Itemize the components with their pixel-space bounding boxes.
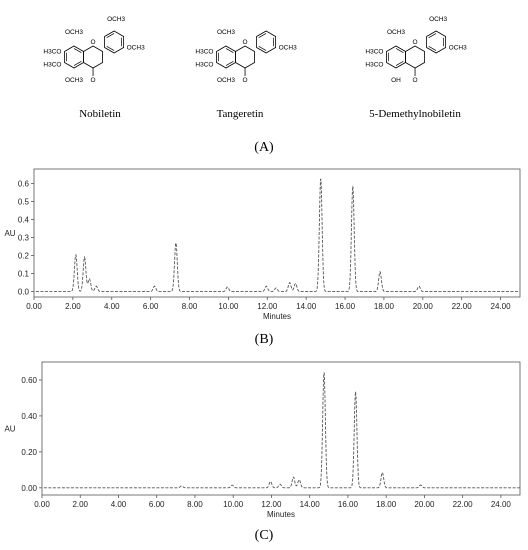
- ring-oxygen-label: O: [91, 39, 96, 46]
- y-tick-label: 0.0: [18, 288, 30, 297]
- x-tick-label: 2.00: [72, 500, 88, 509]
- structure-diagram-1: O O OCH3 H3CO H3CO OCH3 OCH3: [195, 29, 297, 84]
- y-axis-label: AU: [4, 425, 15, 434]
- x-tick-label: 16.00: [335, 302, 356, 311]
- x-tick-label: 18.00: [376, 500, 397, 509]
- substituent-top: OCH3: [387, 29, 405, 36]
- x-tick-label: 14.00: [300, 500, 321, 509]
- chromatogram-trace: [43, 372, 520, 489]
- x-tick-label: 6.00: [143, 302, 159, 311]
- x-tick-label: 10.00: [223, 500, 244, 509]
- substituent-right: OCH3: [449, 45, 467, 52]
- x-tick-label: 18.00: [374, 302, 395, 311]
- y-tick-label: 0.5: [18, 197, 30, 206]
- substituent-right: OCH3: [127, 45, 145, 52]
- y-tick-label: 0.4: [18, 215, 30, 224]
- plot-frame: [41, 361, 521, 496]
- x-tick-label: 20.00: [414, 500, 435, 509]
- x-tick-label: 0.00: [34, 500, 50, 509]
- x-tick-label: 0.00: [26, 302, 42, 311]
- x-axis-label: Minutes: [267, 510, 295, 519]
- substituent-top: OCH3: [65, 29, 83, 36]
- substituent-left-lower: H3CO: [365, 62, 383, 69]
- panel-label-c: (C): [254, 528, 274, 543]
- y-tick-label: 0.3: [18, 234, 30, 243]
- x-tick-label: 20.00: [413, 302, 434, 311]
- x-tick-label: 8.00: [187, 500, 203, 509]
- substituent-bottom: OCH3: [217, 77, 235, 84]
- x-tick-label: 12.00: [261, 500, 282, 509]
- structure-name-demethylnobiletin: 5-Demethylnobiletin: [369, 108, 461, 120]
- x-tick-label: 16.00: [338, 500, 359, 509]
- x-tick-label: 24.00: [491, 302, 512, 311]
- substituent-ring-b-top: OCH3: [429, 16, 447, 23]
- substituent-right: OCH3: [279, 45, 297, 52]
- x-tick-label: 6.00: [149, 500, 165, 509]
- substituent-bottom: OCH3: [65, 77, 83, 84]
- substituent-left-upper: H3CO: [43, 49, 61, 56]
- chromatogram-b: 0.0 0.1 0.2 0.3 0.4 0.5 0.6 0.00 2.00 4.00 6.00 8.0…: [4, 168, 521, 321]
- y-axis-label: AU: [4, 229, 15, 238]
- x-tick-label: 22.00: [452, 302, 473, 311]
- structure-name-nobiletin: Nobiletin: [79, 108, 121, 120]
- substituent-bottom: OH: [391, 77, 401, 84]
- substituent-ring-b-top: OCH3: [107, 16, 125, 23]
- y-tick-label: 0.00: [21, 484, 37, 493]
- structure-name-tangeretin: Tangeretin: [216, 108, 264, 120]
- x-tick-label: 22.00: [453, 500, 474, 509]
- x-tick-label: 4.00: [111, 500, 127, 509]
- x-tick-label: 10.00: [218, 302, 239, 311]
- y-tick-label: 0.60: [21, 376, 37, 385]
- substituent-top: OCH3: [217, 29, 235, 36]
- panel-label-a: (A): [254, 140, 274, 155]
- substituent-left-lower: H3CO: [195, 62, 213, 69]
- substituent-left-upper: H3CO: [365, 49, 383, 56]
- ring-oxygen-label: O: [413, 39, 418, 46]
- y-tick-label: 0.40: [21, 412, 37, 421]
- x-tick-label: 24.00: [491, 500, 512, 509]
- x-tick-label: 12.00: [257, 302, 278, 311]
- x-tick-label: 2.00: [65, 302, 81, 311]
- y-tick-label: 0.1: [18, 270, 30, 279]
- structure-diagram-0: O O OCH3 H3CO H3CO OCH3 OCH3 OCH3: [43, 16, 145, 84]
- x-axis-label: Minutes: [263, 312, 291, 321]
- y-tick-label: 0.6: [18, 179, 30, 188]
- x-tick-label: 14.00: [296, 302, 317, 311]
- substituent-left-lower: H3CO: [43, 62, 61, 69]
- panel-label-b: (B): [254, 332, 274, 347]
- x-tick-label: 4.00: [104, 302, 120, 311]
- structure-diagram-2: O O OCH3 H3CO H3CO OH OCH3 OCH3: [365, 16, 467, 84]
- chromatogram-trace: [35, 178, 520, 293]
- keto-oxygen-label: O: [413, 77, 418, 84]
- plot-frame: [33, 168, 521, 298]
- keto-oxygen-label: O: [91, 77, 96, 84]
- chromatogram-c: 0.00 0.20 0.40 0.60 0.00 2.00 4.00 6.00 8.00 10.0…: [4, 361, 521, 519]
- y-tick-label: 0.20: [21, 448, 37, 457]
- y-tick-label: 0.2: [18, 252, 30, 261]
- x-tick-label: 8.00: [182, 302, 198, 311]
- substituent-left-upper: H3CO: [195, 49, 213, 56]
- keto-oxygen-label: O: [243, 77, 248, 84]
- ring-oxygen-label: O: [243, 39, 248, 46]
